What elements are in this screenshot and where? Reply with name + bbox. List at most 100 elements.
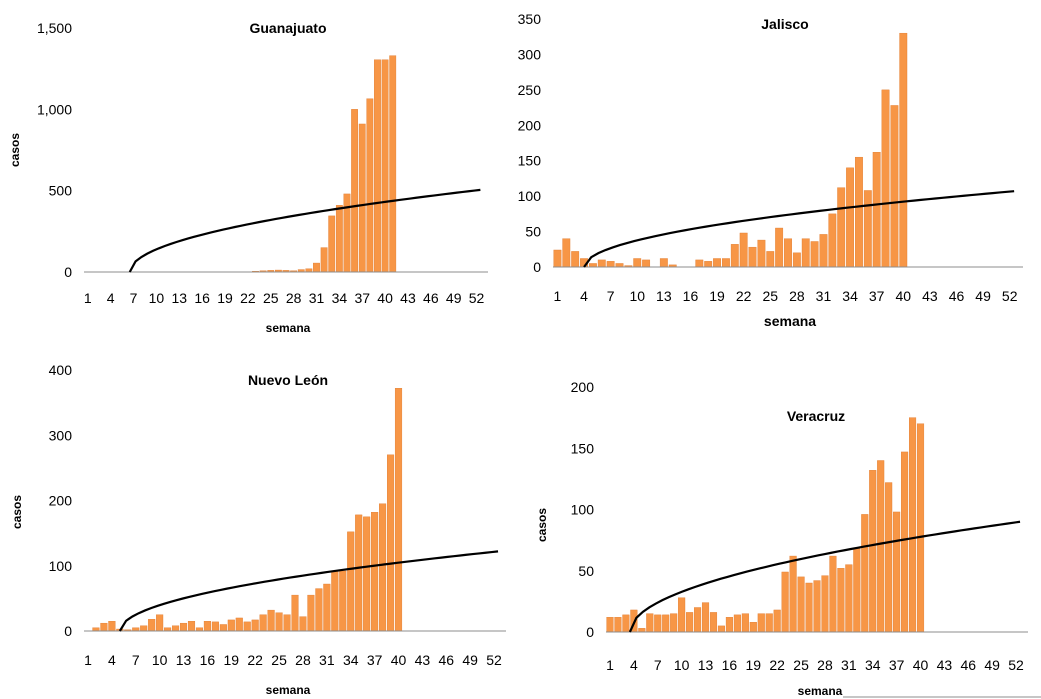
x-tick-label: 16 [200, 652, 216, 668]
bar [642, 259, 651, 268]
bar [251, 619, 259, 632]
x-tick-label: 37 [869, 288, 885, 304]
bar [670, 613, 678, 633]
y-tick-label: 300 [518, 46, 542, 62]
y-tick-label: 0 [64, 623, 72, 639]
bar [869, 470, 877, 633]
x-tick-label: 10 [629, 288, 645, 304]
x-tick-label: 28 [286, 290, 302, 306]
bar [235, 617, 243, 632]
bar [781, 571, 789, 633]
x-tick-label: 34 [842, 288, 858, 304]
bar [614, 617, 622, 633]
y-tick-label: 0 [533, 259, 541, 275]
bar [730, 244, 739, 268]
bar [828, 213, 837, 268]
bar [179, 622, 188, 632]
x-tick-label: 31 [309, 290, 325, 306]
bar [694, 607, 702, 633]
bar [646, 613, 654, 633]
x-tick-label: 19 [746, 657, 762, 673]
bar [328, 215, 336, 273]
x-tick-label: 46 [960, 657, 976, 673]
x-tick-label: 1 [84, 652, 92, 668]
x-tick-label: 25 [762, 288, 778, 304]
bar [757, 239, 766, 268]
y-tick-label: 50 [525, 224, 541, 240]
y-tick-label: 100 [49, 558, 73, 574]
threshold-curve [118, 550, 499, 632]
x-tick-label: 22 [247, 652, 263, 668]
bar [695, 259, 704, 268]
bar [374, 59, 381, 273]
bar [588, 263, 597, 268]
x-tick-label: 34 [865, 657, 881, 673]
bar [394, 388, 403, 632]
x-tick-label: 22 [769, 657, 785, 673]
y-tick-label: 400 [49, 362, 73, 378]
bar [203, 621, 211, 632]
bar [243, 621, 251, 632]
bar [748, 246, 757, 268]
y-tick-label: 350 [518, 11, 542, 27]
bar [863, 190, 872, 268]
bar [765, 613, 773, 633]
x-tick-label: 52 [486, 652, 502, 668]
y-axis-label: casos [535, 508, 549, 542]
bar [299, 616, 307, 632]
bar [227, 619, 235, 632]
bar [659, 258, 668, 268]
bar [343, 193, 351, 273]
x-tick-label: 43 [922, 288, 938, 304]
x-tick-label: 40 [913, 657, 929, 673]
bar [837, 568, 845, 633]
bar [283, 614, 291, 632]
x-axis-label: semana [266, 683, 311, 697]
x-tick-label: 10 [149, 290, 165, 306]
chart-title: Jalisco [761, 16, 808, 32]
x-tick-label: 7 [132, 652, 140, 668]
bar [379, 503, 387, 632]
bar [148, 619, 156, 632]
x-tick-label: 7 [130, 290, 138, 306]
x-tick-label: 16 [683, 288, 699, 304]
bar [597, 259, 606, 268]
bar [861, 514, 869, 633]
x-tick-label: 52 [1002, 288, 1018, 304]
y-tick-label: 150 [571, 440, 595, 456]
y-tick-label: 0 [64, 264, 72, 280]
bar [872, 152, 881, 268]
bar [140, 625, 148, 632]
bar [387, 454, 395, 632]
x-tick-label: 43 [937, 657, 953, 673]
bar [877, 460, 885, 633]
bar [219, 624, 227, 632]
x-tick-label: 22 [736, 288, 752, 304]
bar [615, 263, 624, 268]
x-tick-label: 52 [1008, 657, 1024, 673]
bar [267, 609, 275, 632]
x-tick-label: 37 [889, 657, 905, 673]
x-tick-label: 49 [462, 652, 478, 668]
bar [662, 614, 670, 633]
x-tick-label: 28 [789, 288, 805, 304]
x-tick-label: 34 [332, 290, 348, 306]
bar [741, 613, 749, 633]
bar [773, 609, 781, 633]
y-tick-label: 100 [571, 502, 595, 518]
bar [789, 555, 797, 633]
bar [885, 482, 893, 633]
bar [909, 417, 917, 633]
bar [890, 105, 899, 268]
x-tick-label: 49 [446, 290, 462, 306]
bar [821, 575, 829, 633]
bar [749, 622, 757, 633]
chart-panel-veracruz: Veracruz semana casos 0 50 100 150 200 1 4 7 10 1… [535, 379, 1028, 698]
bar [633, 258, 642, 268]
bar [829, 555, 837, 633]
x-tick-label: 40 [377, 290, 393, 306]
chart-title: Guanajuato [249, 20, 326, 36]
bar [845, 564, 853, 633]
bar [571, 251, 580, 268]
